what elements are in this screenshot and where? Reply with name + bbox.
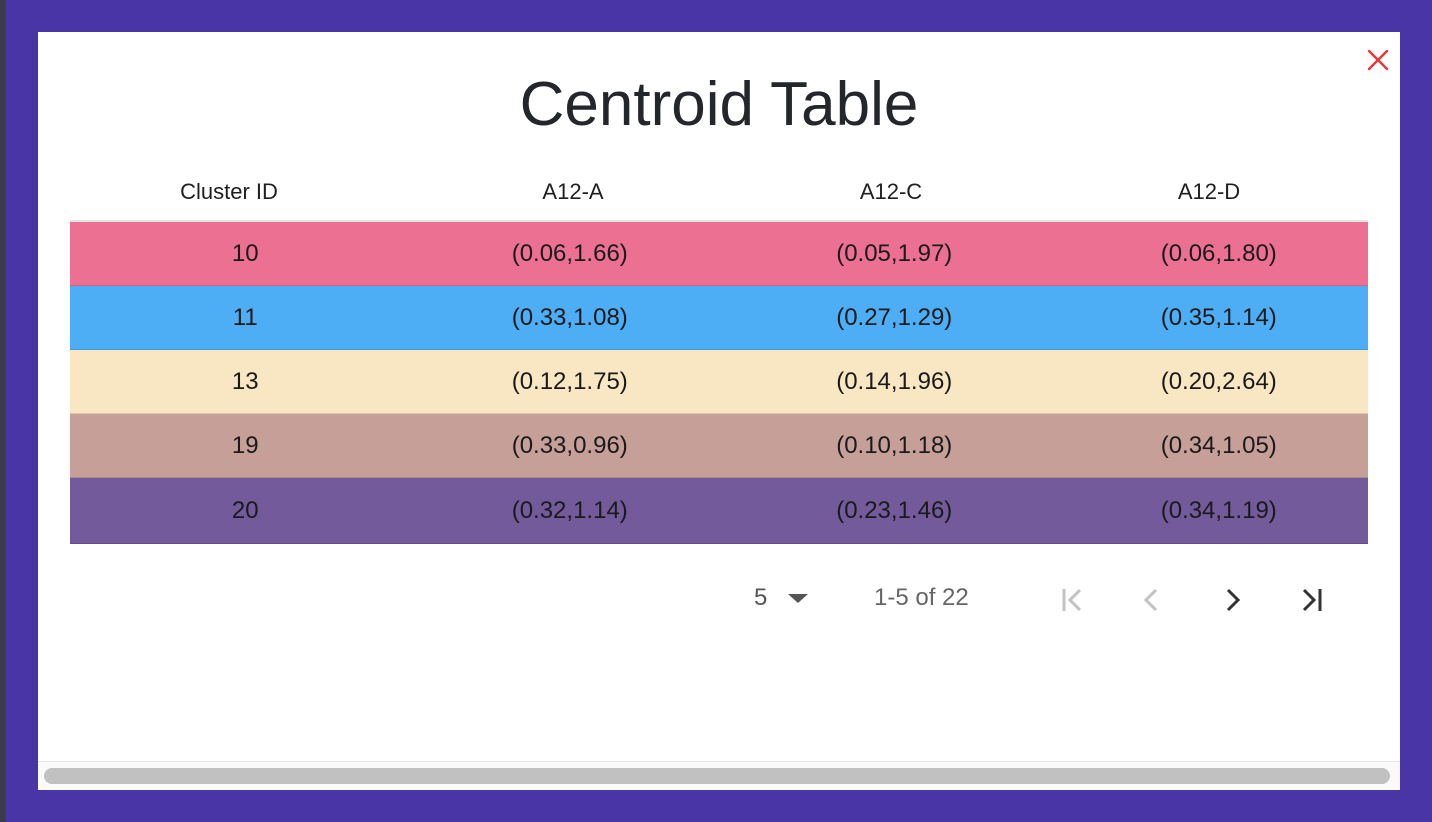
a12-c-cell: (0.23,1.46) — [836, 496, 953, 524]
a12-c-cell: (0.05,1.97) — [836, 239, 953, 267]
pagination-range-text: 1-5 of 22 — [874, 584, 969, 611]
last-page-icon — [1302, 588, 1322, 612]
modal-title: Centroid Table — [519, 70, 919, 139]
a12-d-cell: (0.20,2.64) — [1160, 367, 1277, 395]
table-pagination: 5 1-5 of 22 — [38, 572, 1400, 622]
a12-a-cell: (0.33,0.96) — [511, 431, 628, 459]
column-header-a12-c[interactable]: A12-C — [859, 179, 923, 204]
table-row[interactable]: 19 (0.33,0.96) (0.10,1.18) (0.34,1.05) — [70, 414, 1368, 478]
table-row[interactable]: 20 (0.32,1.14) (0.23,1.46) (0.34,1.19) — [70, 478, 1368, 544]
cluster-id-cell: 10 — [231, 239, 259, 267]
table-row[interactable]: 11 (0.33,1.08) (0.27,1.29) (0.35,1.14) — [70, 286, 1368, 350]
column-header-a12-d[interactable]: A12-D — [1177, 179, 1241, 204]
cluster-id-cell: 19 — [231, 431, 259, 459]
close-icon — [1367, 49, 1389, 71]
background-page-edge — [0, 0, 6, 822]
cluster-id-cell: 20 — [231, 496, 259, 524]
table-row[interactable]: 13 (0.12,1.75) (0.14,1.96) (0.20,2.64) — [70, 350, 1368, 414]
last-page-button[interactable] — [1292, 580, 1332, 620]
centroid-table-modal: Centroid Table Cluster ID A12-A A12-C A1… — [38, 32, 1400, 790]
a12-a-cell: (0.12,1.75) — [511, 367, 628, 395]
previous-page-icon — [1143, 588, 1158, 612]
first-page-icon — [1062, 588, 1082, 612]
rows-per-page-select[interactable]: 5 — [754, 584, 809, 612]
column-header-cluster-id[interactable]: Cluster ID — [180, 179, 278, 204]
a12-d-cell: (0.34,1.19) — [1160, 496, 1277, 524]
dropdown-caret-icon — [788, 594, 809, 603]
cluster-id-cell: 11 — [232, 303, 258, 331]
a12-a-cell: (0.32,1.14) — [511, 496, 628, 524]
close-button[interactable] — [1366, 48, 1390, 72]
a12-d-cell: (0.35,1.14) — [1160, 303, 1277, 331]
centroid-table: Cluster ID A12-A A12-C A12-D 10 (0.06,1.… — [70, 164, 1368, 544]
column-header-a12-a[interactable]: A12-A — [542, 179, 604, 204]
a12-a-cell: (0.33,1.08) — [511, 303, 628, 331]
a12-c-cell: (0.10,1.18) — [836, 431, 953, 459]
horizontal-scrollbar[interactable] — [44, 768, 1390, 784]
cluster-id-cell: 13 — [231, 367, 259, 395]
a12-d-cell: (0.34,1.05) — [1160, 431, 1277, 459]
first-page-button[interactable] — [1052, 580, 1092, 620]
a12-d-cell: (0.06,1.80) — [1160, 239, 1277, 267]
next-page-button[interactable] — [1212, 580, 1252, 620]
previous-page-button[interactable] — [1132, 580, 1172, 620]
table-header-row: Cluster ID A12-A A12-C A12-D — [70, 164, 1368, 222]
next-page-icon — [1226, 588, 1241, 612]
a12-c-cell: (0.27,1.29) — [836, 303, 953, 331]
a12-c-cell: (0.14,1.96) — [836, 367, 953, 395]
rows-per-page-value: 5 — [754, 584, 768, 611]
table-row[interactable]: 10 (0.06,1.66) (0.05,1.97) (0.06,1.80) — [70, 222, 1368, 286]
a12-a-cell: (0.06,1.66) — [511, 239, 628, 267]
